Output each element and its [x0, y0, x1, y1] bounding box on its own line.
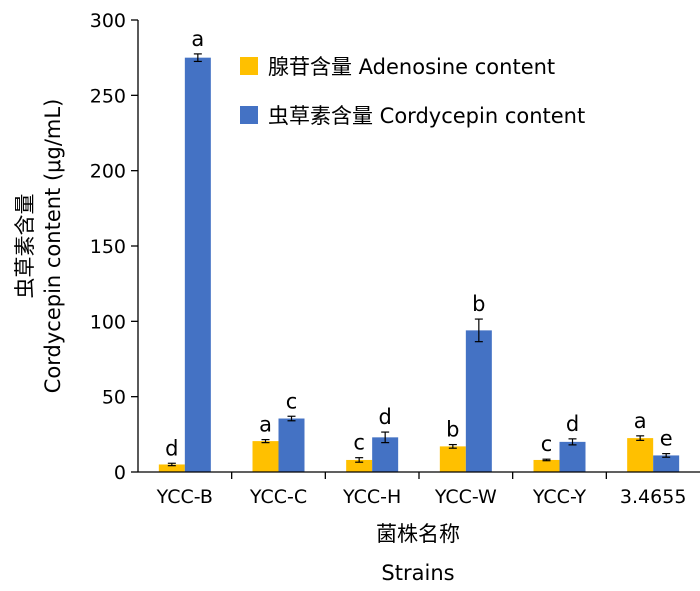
- y-tick-label-100: 100: [90, 311, 126, 333]
- sig-label-cordycepin-ycc-b: a: [191, 27, 204, 51]
- error-bar-cordycepin-ycc-w: [474, 318, 483, 343]
- y-axis-title: 虫草素含量 Cordycepin content (μg/mL): [13, 99, 65, 394]
- legend: 腺苷含量 Adenosine content 虫草素含量 Cordycepin …: [240, 55, 585, 128]
- error-bars: [167, 53, 671, 467]
- x-axis-title-en: Strains: [381, 561, 454, 585]
- x-category-ycc-b: YCC-B: [156, 486, 213, 508]
- legend-swatch-adenosine: [240, 57, 258, 75]
- sig-label-adenosine-ycc-y: c: [541, 432, 553, 456]
- sig-label-cordycepin-ycc-y: d: [566, 412, 579, 436]
- bar-cordycepin-ycc-c: [278, 418, 305, 472]
- sig-label-cordycepin-ycc-h: d: [378, 405, 391, 429]
- error-bar-cordycepin-ycc-b: [193, 53, 202, 63]
- y-axis-title-en: Cordycepin content (μg/mL): [41, 99, 65, 394]
- y-tick-label-200: 200: [90, 161, 126, 183]
- bar-adenosine-ycc-h: [346, 459, 373, 472]
- error-bar-adenosine-ycc-w: [448, 443, 457, 449]
- bar-cordycepin-3-4655: [653, 455, 680, 472]
- sig-label-cordycepin-3-4655: e: [660, 427, 673, 451]
- x-category-ycc-c: YCC-C: [249, 486, 307, 508]
- bar-cordycepin-ycc-b: [184, 57, 211, 473]
- bars: [158, 57, 680, 473]
- error-bar-cordycepin-ycc-y: [568, 438, 577, 446]
- sig-label-adenosine-3-4655: a: [634, 409, 647, 433]
- y-tick-label-300: 300: [90, 10, 126, 32]
- y-tick-label-150: 150: [90, 236, 126, 258]
- x-category-ycc-h: YCC-H: [342, 486, 401, 508]
- bar-cordycepin-ycc-w: [465, 330, 492, 472]
- y-axis-ticks: 0 50 100 150 200 250 300: [90, 10, 138, 484]
- legend-swatch-cordycepin: [240, 106, 258, 124]
- error-bar-adenosine-3-4655: [636, 435, 645, 441]
- y-axis-title-cn: 虫草素含量: [13, 194, 37, 299]
- error-bar-adenosine-ycc-y: [542, 458, 551, 462]
- error-bar-cordycepin-3-4655: [662, 453, 671, 458]
- legend-label-adenosine: 腺苷含量 Adenosine content: [268, 55, 555, 79]
- x-axis-title-cn: 菌株名称: [376, 522, 460, 546]
- sig-label-cordycepin-ycc-c: c: [286, 389, 298, 413]
- error-bar-adenosine-ycc-b: [167, 462, 176, 467]
- bar-adenosine-3-4655: [627, 438, 654, 472]
- x-category-ycc-y: YCC-Y: [532, 486, 587, 508]
- legend-label-cordycepin: 虫草素含量 Cordycepin content: [268, 104, 585, 128]
- bar-cordycepin-ycc-y: [559, 441, 586, 472]
- y-tick-label-250: 250: [90, 85, 126, 107]
- error-bar-cordycepin-ycc-c: [287, 415, 296, 422]
- sig-label-adenosine-ycc-b: d: [165, 436, 178, 460]
- error-bar-adenosine-ycc-h: [355, 457, 364, 463]
- bar-adenosine-ycc-c: [252, 441, 279, 472]
- sig-label-adenosine-ycc-c: a: [259, 413, 272, 437]
- error-bar-cordycepin-ycc-h: [381, 431, 390, 444]
- bar-adenosine-ycc-b: [158, 464, 185, 472]
- x-category-3-4655: 3.4655: [620, 486, 686, 508]
- sig-label-adenosine-ycc-h: c: [353, 431, 365, 455]
- y-tick-label-0: 0: [114, 462, 126, 484]
- x-axis-categories: YCC-B YCC-C YCC-H YCC-W YCC-Y 3.4655: [156, 472, 686, 508]
- y-tick-label-50: 50: [102, 387, 126, 409]
- error-bar-adenosine-ycc-c: [261, 439, 270, 444]
- bar-adenosine-ycc-y: [533, 459, 560, 472]
- sig-label-cordycepin-ycc-w: b: [472, 292, 485, 316]
- bar-adenosine-ycc-w: [439, 446, 466, 472]
- x-category-ycc-w: YCC-W: [434, 486, 497, 508]
- sig-label-adenosine-ycc-w: b: [446, 418, 459, 442]
